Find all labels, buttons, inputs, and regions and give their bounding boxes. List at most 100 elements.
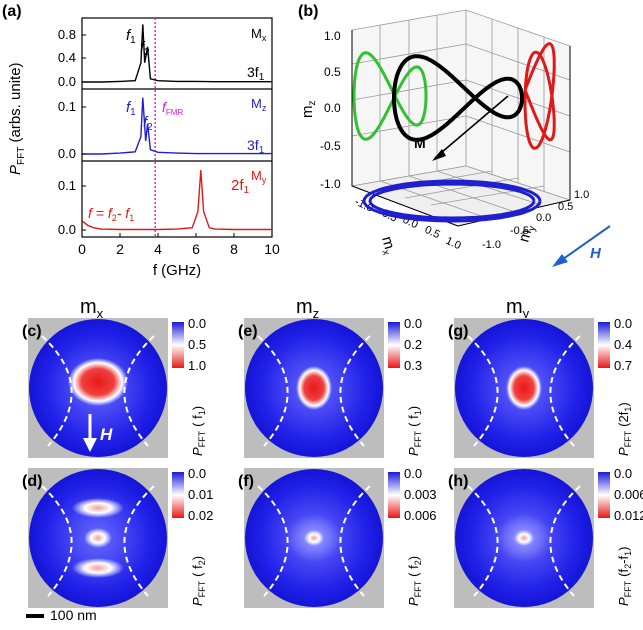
panel-label-h: (h): [448, 473, 468, 490]
domain-wall: [339, 485, 371, 597]
colorbar-label: PFFT( f2): [190, 556, 207, 606]
trajectory-3d: [392, 54, 524, 142]
colorbar: [172, 472, 184, 518]
colorbar-tick: 0.0: [188, 316, 206, 331]
colorbar: [598, 322, 610, 368]
ztick: 0.5: [324, 65, 341, 79]
xtick: 2: [116, 241, 124, 257]
annotation-f1: f1: [126, 27, 136, 46]
colorbar-tick: 0.01: [188, 487, 213, 502]
panel-b: (b) 1.0 0.5 0.0 -0.5 -1.0 mz -1.0 -0.5 0…: [298, 3, 611, 267]
domain-wall: [339, 335, 371, 447]
domain-wall: [467, 485, 499, 597]
panel-label-g: (g): [448, 323, 468, 340]
colorbar: [598, 472, 610, 518]
ytick: -1.0: [482, 239, 501, 251]
map-grid: (c) 0.0 0.5 1.0 PFFT( f1) H (d) 0.0 0.01 0.02 PFFT…: [22, 316, 643, 608]
xtick: 0: [78, 241, 86, 257]
ytick: 0.0: [58, 222, 76, 237]
domain-wall: [123, 485, 155, 597]
trajectory-projection-xz: [352, 51, 428, 141]
field-label: H: [100, 425, 113, 444]
map-panel-c: (c) 0.0 0.5 1.0 PFFT( f1) H: [22, 316, 207, 458]
ytick: 0.0: [58, 74, 76, 89]
ytick: 0.4: [58, 50, 76, 65]
annotation-diff: f = f2- f1: [88, 205, 134, 223]
colorbar: [172, 322, 184, 368]
panel-a: (a) 0.8 0.4 0.0 0.1 0.0 0.1 0.0 0 2 4 6 8 10 …: [2, 3, 280, 279]
xtick: 4: [154, 241, 162, 257]
ztick: -1.0: [320, 177, 341, 191]
svg-text:PFFT (arbs. unite): PFFT (arbs. unite): [7, 62, 27, 175]
annotation-f2: f2: [140, 39, 150, 58]
colorbar-label: PFFT( f1): [406, 406, 423, 456]
xtick: 6: [192, 241, 200, 257]
panel-label-d: (d): [22, 473, 42, 490]
colorbar-tick: 0.5: [188, 337, 206, 352]
x-axis-label: f (GHz): [153, 262, 201, 279]
colorbar-tick: 0.0: [404, 316, 422, 331]
ytick: 0.1: [58, 99, 76, 114]
magnetization-vector: [434, 95, 509, 159]
ytick: 1.0: [574, 189, 589, 201]
column-title-my: my: [506, 296, 530, 321]
xtick: 10: [264, 241, 280, 257]
ytick: 0.1: [58, 178, 76, 193]
colorbar-tick: 0.006: [614, 487, 643, 502]
colorbar-label: PFFT( f2): [406, 556, 423, 606]
annotation-3f1: 3f1: [247, 137, 265, 156]
domain-wall: [549, 485, 581, 597]
colorbar-tick: 0.2: [404, 337, 422, 352]
domain-wall: [467, 335, 499, 447]
x-axis-label: mx: [376, 235, 399, 257]
annotation-3f1: 3f1: [247, 64, 265, 83]
colorbar: [388, 472, 400, 518]
z-axis-label: mz: [299, 101, 318, 119]
colorbar-tick: 0.0: [614, 316, 632, 331]
subplot-name-mz: Mz: [251, 96, 267, 113]
colorbar-label: PFFT( f1): [190, 406, 207, 456]
colorbar-tick: 1.0: [188, 358, 206, 373]
colorbar-tick: 0.3: [404, 358, 422, 373]
plot-frame: [81, 17, 273, 238]
colorbar-tick: 0.4: [614, 337, 632, 352]
map-panel-e: (e) 0.0 0.2 0.3 PFFT( f1): [238, 316, 423, 458]
colorbar-tick: 0.0: [614, 466, 632, 481]
panel-label-a: (a): [2, 3, 22, 20]
colorbar-tick: 0.7: [614, 358, 632, 373]
xtick: 8: [230, 241, 238, 257]
colorbar-label: PFFT(2f1): [616, 402, 633, 456]
annotation-f2: f2: [143, 114, 153, 133]
map-panel-d: (d) 0.0 0.01 0.02 PFFT( f2): [22, 466, 213, 608]
xtick: 0.5: [423, 224, 442, 241]
domain-wall: [549, 335, 581, 447]
series-line-mx: [82, 24, 272, 83]
panel-label-f: (f): [238, 473, 254, 490]
ytick: 0.0: [58, 146, 76, 161]
series-line-mz: [82, 97, 272, 155]
domain-wall: [41, 335, 73, 447]
ztick: -0.5: [320, 139, 341, 153]
ytick: 0.0: [536, 212, 551, 224]
ytick: 0.5: [558, 201, 573, 213]
map-panel-f: (f) 0.0 0.003 0.006 PFFT( f2): [238, 466, 437, 608]
ztick: 0.0: [324, 101, 341, 115]
y-axis-label: my: [515, 223, 538, 245]
map-panel-g: (g) 0.0 0.4 0.7 PFFT(2f1): [448, 316, 633, 458]
map-panel-h: (h) 0.0 0.006 0.012 PFFT(f2-f1): [448, 466, 643, 608]
scale-bar: 100 nm: [26, 607, 97, 623]
colorbar-tick: 0.012: [614, 508, 643, 523]
panel-label-e: (e): [238, 323, 258, 340]
domain-wall: [123, 335, 155, 447]
colorbar-tick: 0.003: [404, 487, 437, 502]
colorbar-tick: 0.006: [404, 508, 437, 523]
vector-label: M: [414, 135, 426, 151]
ztick: 1.0: [324, 29, 341, 43]
annotation-2f1: 2f1: [231, 177, 250, 196]
annotation-fmr: fFMR: [162, 99, 183, 117]
colorbar-tick: 0.02: [188, 508, 213, 523]
colorbar-tick: 0.0: [404, 466, 422, 481]
series-line-my: [82, 170, 272, 231]
subplot-name-my: My: [251, 168, 267, 185]
trajectory-projection-xy: [362, 179, 542, 223]
